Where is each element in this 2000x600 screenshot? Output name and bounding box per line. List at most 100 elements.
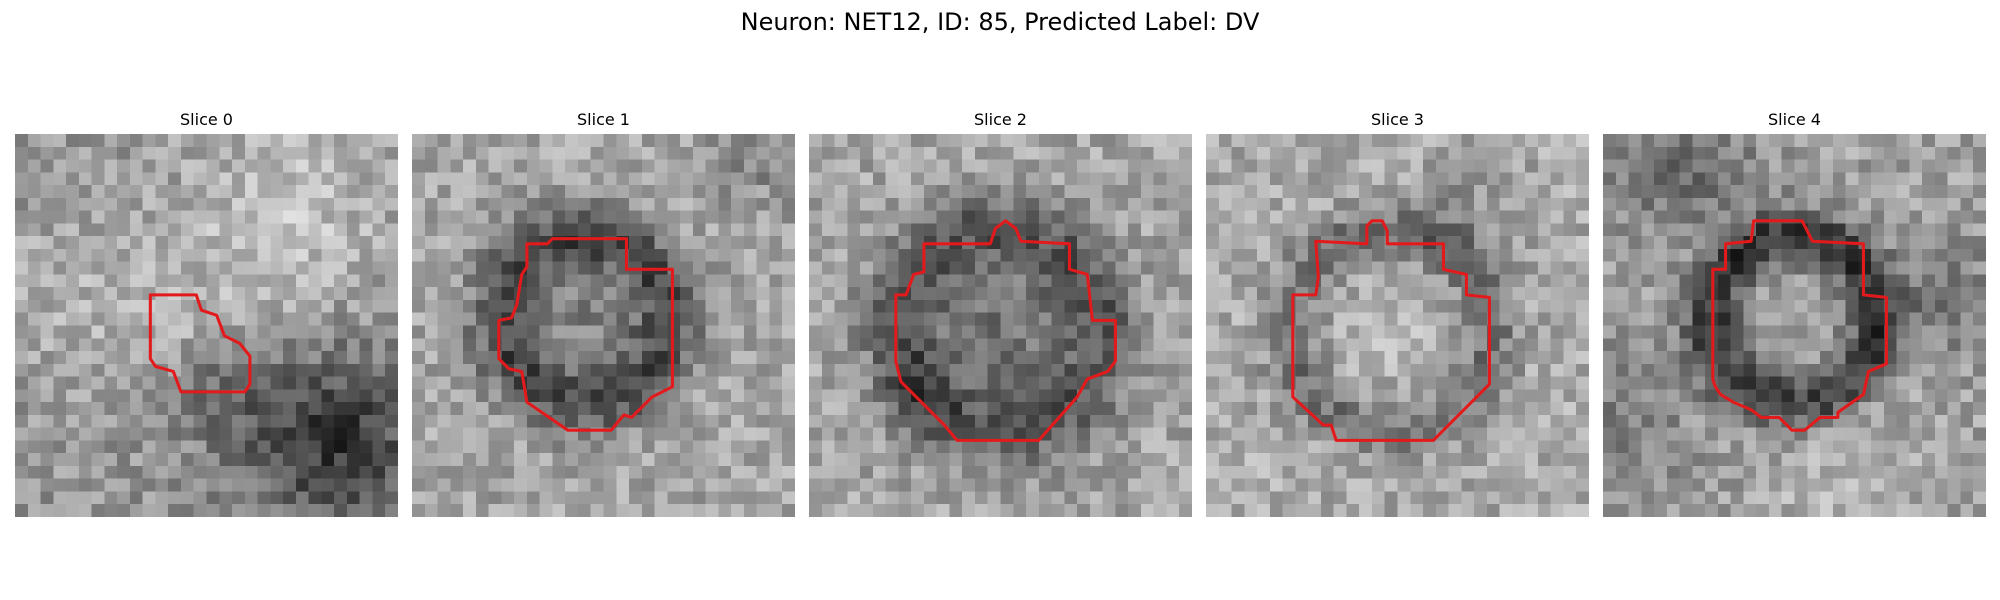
image-pixel: [334, 479, 347, 492]
image-pixel: [642, 160, 655, 173]
image-pixel: [219, 402, 232, 415]
image-pixel: [1026, 504, 1039, 517]
image-pixel: [1512, 172, 1525, 185]
image-pixel: [79, 262, 92, 275]
image-pixel: [360, 326, 373, 339]
image-pixel: [15, 236, 28, 249]
image-pixel: [1334, 326, 1347, 339]
image-pixel: [1487, 274, 1500, 287]
image-pixel: [552, 134, 565, 147]
image-pixel: [527, 326, 540, 339]
image-pixel: [1385, 402, 1398, 415]
image-pixel: [207, 415, 220, 428]
slice-image-1: [412, 134, 795, 517]
image-pixel: [782, 147, 795, 160]
image-pixel: [1616, 236, 1629, 249]
image-pixel: [347, 338, 360, 351]
image-pixel: [155, 172, 168, 185]
image-pixel: [1922, 134, 1935, 147]
image-pixel: [1756, 236, 1769, 249]
image-pixel: [1782, 185, 1795, 198]
image-pixel: [822, 440, 835, 453]
image-pixel: [769, 351, 782, 364]
image-pixel: [1705, 428, 1718, 441]
image-pixel: [1525, 249, 1538, 262]
image-pixel: [1359, 147, 1372, 160]
image-pixel: [1718, 453, 1731, 466]
image-pixel: [1179, 236, 1192, 249]
image-pixel: [347, 198, 360, 211]
image-pixel: [629, 440, 642, 453]
image-pixel: [1487, 160, 1500, 173]
image-pixel: [1219, 236, 1232, 249]
image-pixel: [1103, 236, 1116, 249]
image-pixel: [104, 377, 117, 390]
image-pixel: [1103, 274, 1116, 287]
image-pixel: [425, 389, 438, 402]
image-pixel: [232, 274, 245, 287]
image-pixel: [450, 160, 463, 173]
image-pixel: [1166, 313, 1179, 326]
image-pixel: [937, 172, 950, 185]
image-pixel: [1090, 453, 1103, 466]
image-pixel: [693, 402, 706, 415]
image-pixel: [975, 389, 988, 402]
image-pixel: [1295, 466, 1308, 479]
image-pixel: [527, 479, 540, 492]
image-pixel: [757, 160, 770, 173]
image-pixel: [309, 364, 322, 377]
image-pixel: [1359, 172, 1372, 185]
image-pixel: [1858, 428, 1871, 441]
image-pixel: [258, 338, 271, 351]
image-pixel: [207, 185, 220, 198]
image-pixel: [962, 377, 975, 390]
image-pixel: [1782, 249, 1795, 262]
image-pixel: [1897, 147, 1910, 160]
image-pixel: [1782, 198, 1795, 211]
image-pixel: [385, 491, 398, 504]
image-pixel: [450, 364, 463, 377]
image-pixel: [15, 262, 28, 275]
image-pixel: [1667, 364, 1680, 377]
image-pixel: [489, 428, 502, 441]
image-pixel: [372, 223, 385, 236]
image-pixel: [1257, 274, 1270, 287]
image-pixel: [1909, 249, 1922, 262]
image-pixel: [1871, 440, 1884, 453]
image-pixel: [1359, 504, 1372, 517]
image-pixel: [1667, 262, 1680, 275]
image-pixel: [835, 236, 848, 249]
image-pixel: [450, 185, 463, 198]
image-pixel: [66, 466, 79, 479]
image-pixel: [578, 402, 591, 415]
image-pixel: [168, 453, 181, 466]
image-pixel: [1897, 185, 1910, 198]
image-pixel: [911, 313, 924, 326]
image-pixel: [1090, 338, 1103, 351]
image-pixel: [1871, 160, 1884, 173]
image-pixel: [1654, 287, 1667, 300]
image-pixel: [937, 185, 950, 198]
image-pixel: [321, 491, 334, 504]
image-pixel: [1410, 402, 1423, 415]
image-pixel: [1295, 326, 1308, 339]
image-pixel: [873, 377, 886, 390]
image-pixel: [847, 300, 860, 313]
image-pixel: [1385, 491, 1398, 504]
image-pixel: [1474, 466, 1487, 479]
image-pixel: [1346, 504, 1359, 517]
image-pixel: [245, 504, 258, 517]
image-pixel: [450, 453, 463, 466]
image-pixel: [1372, 415, 1385, 428]
image-pixel: [1410, 377, 1423, 390]
image-pixel: [1871, 313, 1884, 326]
image-pixel: [527, 147, 540, 160]
image-pixel: [744, 377, 757, 390]
image-pixel: [565, 262, 578, 275]
image-pixel: [988, 377, 1001, 390]
image-pixel: [1372, 300, 1385, 313]
image-pixel: [1909, 313, 1922, 326]
image-pixel: [591, 479, 604, 492]
image-pixel: [1398, 274, 1411, 287]
image-pixel: [1308, 223, 1321, 236]
